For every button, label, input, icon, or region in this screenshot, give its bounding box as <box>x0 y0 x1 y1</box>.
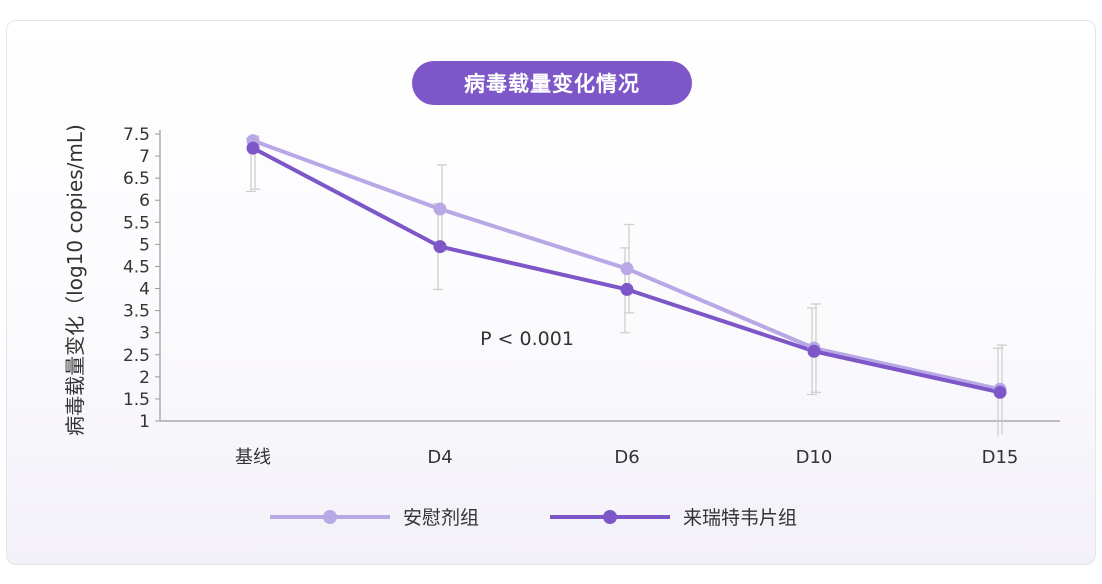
legend-marker <box>323 510 337 524</box>
y-tick-label: 6 <box>139 191 150 211</box>
data-point <box>620 282 634 296</box>
legend: 安慰剂组 来瑞特韦片组 <box>270 507 797 529</box>
x-tick-label: D6 <box>614 447 639 468</box>
y-tick-label: 6.5 <box>123 169 150 189</box>
y-tick-label: 1 <box>139 412 150 432</box>
data-point <box>433 240 447 254</box>
y-tick-label: 5.5 <box>123 213 150 233</box>
y-tick-label: 7.5 <box>123 125 150 145</box>
y-tick-label: 1.5 <box>123 390 150 410</box>
y-tick-label: 5 <box>139 235 150 255</box>
p-value-annotation: P < 0.001 <box>480 328 574 350</box>
y-tick-label: 3.5 <box>123 302 150 322</box>
chart-card <box>6 20 1096 565</box>
y-axis-title: 病毒载量变化（log10 copies/mL) <box>63 124 87 436</box>
data-point <box>620 262 634 276</box>
x-tick-label: D10 <box>796 447 833 468</box>
y-ticks: 11.522.533.54 4.555.566.577.5 <box>123 125 160 432</box>
y-tick-label: 7 <box>139 147 150 167</box>
data-point <box>993 385 1007 399</box>
data-points <box>246 134 1007 399</box>
y-tick-label: 2 <box>139 368 150 388</box>
y-axis-title-group: 病毒载量变化（log10 copies/mL) <box>63 124 87 436</box>
y-tick-label: 3 <box>139 324 150 344</box>
x-tick-label: D4 <box>427 447 452 468</box>
legend-label: 来瑞特韦片组 <box>683 507 797 529</box>
legend-marker <box>603 510 617 524</box>
y-tick-label: 4.5 <box>123 257 150 277</box>
x-tick-label: D15 <box>982 447 1019 468</box>
data-point <box>246 141 260 155</box>
y-tick-label: 4 <box>139 280 150 300</box>
y-tick-label: 2.5 <box>123 346 150 366</box>
data-point <box>433 202 447 216</box>
legend-label: 安慰剂组 <box>403 507 479 529</box>
data-point <box>807 344 821 358</box>
chart-title: 病毒载量变化情况 <box>412 61 692 105</box>
x-tick-label: 基线 <box>235 447 271 468</box>
axes <box>159 130 1060 422</box>
x-ticks: 基线 D4 D6 D10 D15 <box>235 447 1018 468</box>
